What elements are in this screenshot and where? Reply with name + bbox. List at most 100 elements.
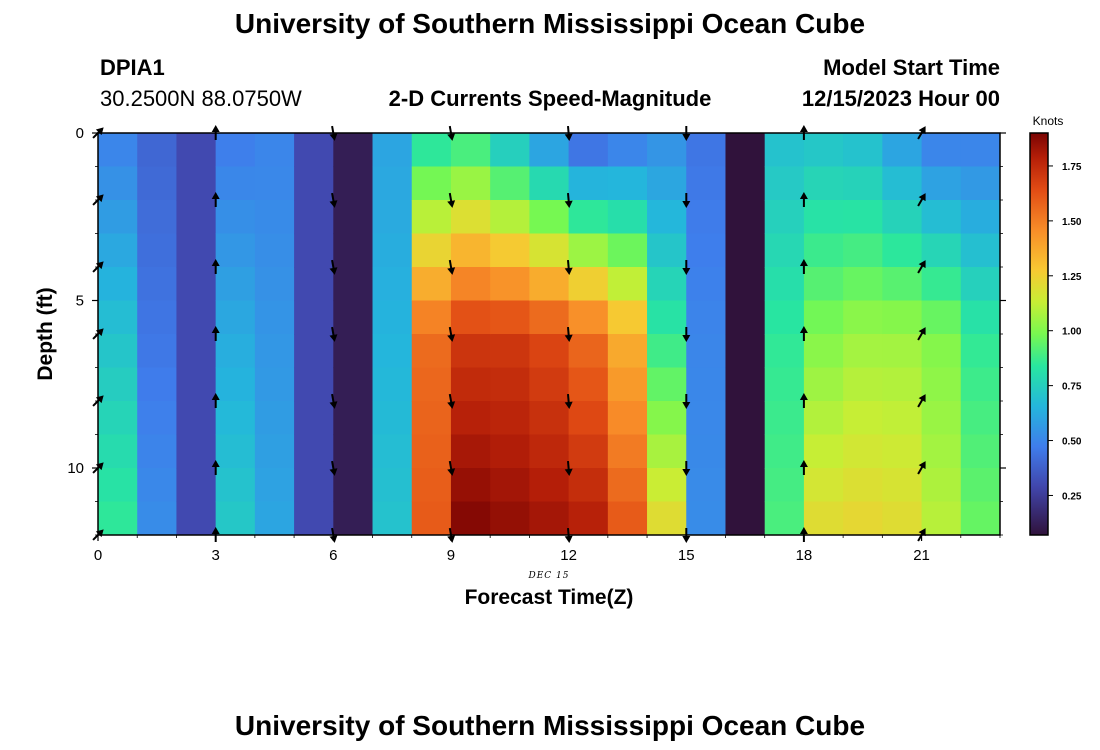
current-vector-arrow (447, 393, 456, 409)
heatmap-cell (764, 334, 805, 369)
heatmap-cell (921, 166, 962, 201)
heatmap-cell (882, 334, 923, 369)
current-vector-arrow (799, 460, 808, 475)
heatmap-cell (294, 434, 334, 469)
heatmap-cell (843, 334, 883, 369)
heatmap-cell (882, 133, 923, 168)
heatmap-cell (529, 200, 570, 235)
heatmap-cell (450, 233, 491, 268)
heatmap-cell (725, 233, 766, 268)
heatmap-cell (607, 166, 648, 201)
heatmap-cell (137, 468, 178, 503)
arrow-head (447, 334, 456, 342)
heatmap-cell (803, 233, 844, 268)
model-start-time: 12/15/2023 Hour 00 (801, 86, 1000, 111)
heatmap-cell (372, 233, 413, 268)
heatmap-cell (450, 300, 491, 335)
heatmap-cell (98, 501, 138, 535)
heatmap-cell (882, 200, 923, 235)
arrow-head (682, 469, 691, 476)
heatmap-cell (921, 501, 962, 535)
heatmap-cell (490, 300, 530, 335)
heatmap-cell (843, 501, 883, 535)
arrow-head (799, 259, 808, 266)
heatmap-cell (725, 468, 766, 503)
current-vector-arrow (564, 326, 573, 342)
heatmap-cell (176, 166, 217, 201)
arrow-head (799, 125, 808, 132)
arrow-head (799, 326, 808, 333)
heatmap-cell (529, 334, 570, 369)
current-vector-arrow (917, 461, 926, 475)
x-axis-label: Forecast Time(Z) (465, 586, 634, 609)
heatmap-cell (960, 334, 1000, 369)
heatmap-cell (137, 367, 178, 402)
heatmap-cell (98, 200, 138, 235)
heatmap-cell (882, 468, 923, 503)
heatmap-cell (450, 401, 491, 436)
arrow-head (329, 133, 338, 141)
colorbar-tick-label: 1.75 (1062, 162, 1082, 173)
x-tick-label: 12 (560, 547, 577, 564)
heatmap-cell (215, 267, 256, 302)
heatmap-cell (333, 200, 374, 235)
current-vector-arrow (329, 192, 338, 208)
arrow-head (682, 134, 691, 141)
current-vector-arrow (917, 327, 926, 341)
heatmap-cell (843, 401, 883, 436)
heatmap-cell (647, 334, 687, 369)
heatmap-cell (137, 200, 178, 235)
heatmap-cell (686, 468, 727, 503)
heatmap-cell (960, 401, 1000, 436)
heatmap-cell (921, 133, 962, 168)
heatmap-cell (294, 166, 334, 201)
arrow-head (447, 535, 456, 543)
heatmap-cell (294, 233, 334, 268)
heatmap-cell (568, 501, 609, 535)
arrow-head (329, 200, 338, 208)
current-vector-arrow (564, 460, 573, 476)
current-vector-arrow (917, 126, 926, 140)
heatmap-cell (647, 434, 687, 469)
heatmap-cell (98, 468, 138, 503)
heatmap-cell (411, 267, 452, 302)
arrow-head (211, 393, 220, 400)
heatmap-cell (843, 233, 883, 268)
heatmap-cell (921, 200, 962, 235)
heatmap-cell (803, 300, 844, 335)
heatmap-cell (725, 200, 766, 235)
heatmap-cell (686, 166, 727, 201)
heatmap-cell (176, 200, 217, 235)
arrow-head (564, 468, 573, 476)
heatmap-cell (803, 334, 844, 369)
heatmap-cell (254, 434, 295, 469)
heatmap-cell (921, 334, 962, 369)
heatmap-cells (98, 133, 1000, 535)
heatmap-cell (176, 401, 217, 436)
heatmap-cell (764, 501, 805, 535)
heatmap-cell (215, 334, 256, 369)
heatmap-cell (137, 133, 178, 168)
heatmap-cell (921, 367, 962, 402)
heatmap-cell (411, 334, 452, 369)
heatmap-cell (803, 434, 844, 469)
heatmap-cell (843, 133, 883, 168)
heatmap-cell (294, 334, 334, 369)
heatmap-cell (843, 166, 883, 201)
heatmap-cell (294, 267, 334, 302)
heatmap-cell (686, 267, 727, 302)
heatmap-cell (372, 334, 413, 369)
heatmap-cell (333, 434, 374, 469)
heatmap-cell (960, 166, 1000, 201)
heatmap-cell (176, 367, 217, 402)
heatmap-cell (176, 468, 217, 503)
current-vector-arrow (917, 193, 926, 207)
heatmap-cell (803, 200, 844, 235)
heatmap-cell (725, 367, 766, 402)
arrow-head (564, 401, 573, 409)
y-tick-label: 5 (76, 293, 84, 310)
arrow-head (799, 527, 808, 534)
current-vector-arrow (682, 461, 691, 476)
arrow-head (447, 267, 456, 275)
heatmap-cell (882, 401, 923, 436)
